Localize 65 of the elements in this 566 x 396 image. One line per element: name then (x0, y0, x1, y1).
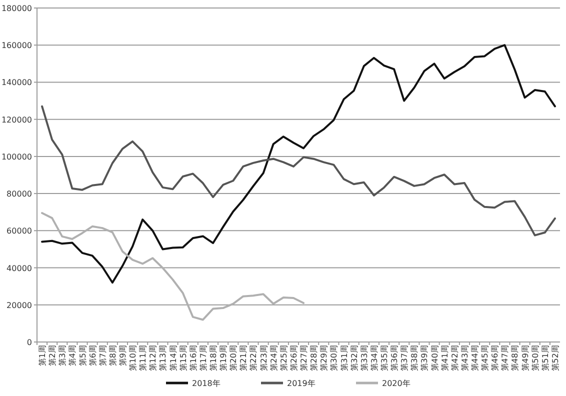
x-tick-label: 第5周 (78, 345, 88, 366)
x-tick-label: 第17周 (198, 345, 208, 372)
x-tick-label: 第41周 (440, 345, 450, 372)
x-tick-label: 第12周 (148, 345, 158, 372)
x-tick-label: 第31周 (340, 345, 349, 372)
y-tick-label: 100000 (1, 152, 32, 162)
x-tick-label: 第52周 (550, 345, 560, 372)
x-tick-label: 第7周 (98, 345, 108, 366)
x-tick-label: 第14周 (168, 345, 178, 372)
x-tick-label: 第27周 (300, 345, 309, 372)
x-tick-label: 第37周 (400, 345, 410, 372)
x-tick-label: 第34周 (370, 345, 379, 372)
x-tick-label: 第45周 (480, 345, 490, 372)
x-tick-label: 第51周 (540, 345, 550, 372)
x-tick-label: 第1周 (38, 345, 48, 366)
x-tick-label: 第16周 (188, 345, 198, 372)
x-tick-label: 第38周 (410, 345, 420, 372)
x-tick-label: 第30周 (330, 345, 339, 372)
x-tick-label: 第44周 (470, 345, 480, 372)
x-tick-label: 第47周 (500, 345, 510, 372)
x-tick-label: 第35周 (380, 345, 389, 372)
x-tick-label: 第29周 (320, 345, 329, 372)
x-tick-label: 第9周 (118, 345, 128, 366)
x-tick-label: 第6周 (88, 345, 98, 366)
legend-label: 2019年 (287, 379, 316, 388)
x-tick-label: 第39周 (420, 345, 430, 372)
x-tick-label: 第20周 (229, 345, 238, 372)
y-tick-label: 40000 (6, 264, 32, 273)
x-tick-label: 第33周 (360, 345, 369, 372)
x-tick-label: 第42周 (450, 345, 460, 372)
x-tick-label: 第2周 (48, 345, 58, 366)
y-tick-label: 0 (26, 338, 32, 347)
y-tick-label: 120000 (1, 115, 32, 124)
x-tick-label: 第3周 (58, 345, 68, 366)
x-tick-label: 第25周 (279, 345, 288, 372)
x-tick-label: 第8周 (108, 345, 118, 366)
legend-label: 2018年 (192, 379, 220, 388)
x-tick-label: 第46周 (490, 345, 500, 372)
x-tick-label: 第49周 (520, 345, 530, 372)
x-tick-label: 第4周 (68, 345, 78, 366)
x-tick-label: 第50周 (530, 345, 540, 372)
y-tick-label: 60000 (6, 226, 32, 236)
legend-label: 2020年 (382, 379, 410, 388)
x-tick-label: 第26周 (289, 345, 298, 372)
y-tick-label: 80000 (6, 190, 32, 199)
y-tick-label: 140000 (1, 78, 32, 88)
y-tick-label: 20000 (6, 300, 32, 310)
x-tick-label: 第19周 (219, 345, 228, 372)
x-tick-label: 第23周 (259, 345, 268, 372)
y-tick-label: 160000 (1, 41, 32, 50)
x-tick-label: 第28周 (310, 345, 319, 372)
x-tick-label: 第40周 (430, 345, 440, 372)
x-tick-label: 第13周 (158, 345, 168, 372)
x-tick-label: 第18周 (209, 345, 218, 372)
x-tick-label: 第24周 (269, 345, 278, 372)
x-tick-label: 第10周 (128, 345, 138, 372)
x-tick-label: 第22周 (249, 345, 258, 372)
x-tick-label: 第21周 (239, 345, 248, 372)
x-tick-label: 第32周 (350, 345, 359, 372)
x-tick-label: 第11周 (138, 345, 148, 372)
x-tick-label: 第36周 (390, 345, 400, 372)
x-tick-label: 第43周 (460, 345, 470, 372)
x-tick-label: 第15周 (178, 345, 188, 372)
y-tick-label: 180000 (1, 4, 32, 13)
x-tick-label: 第48周 (510, 345, 520, 372)
